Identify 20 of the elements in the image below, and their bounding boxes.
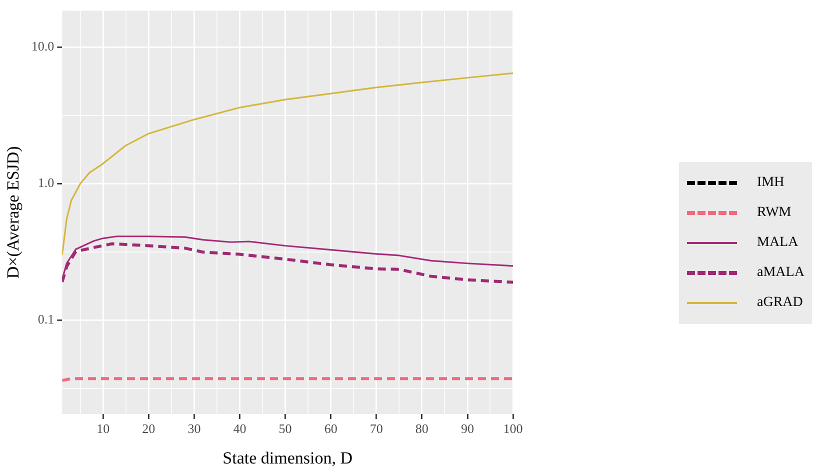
legend-label: aMALA bbox=[757, 265, 804, 281]
x-tick-label: 60 bbox=[324, 421, 338, 436]
x-tick-label: 30 bbox=[188, 421, 201, 436]
x-tick-label: 80 bbox=[415, 421, 428, 436]
y-axis-title: D×(Average ESJD) bbox=[4, 146, 23, 279]
legend-label: aGRAD bbox=[757, 295, 803, 311]
legend-label: RWM bbox=[757, 205, 792, 221]
legend-label: MALA bbox=[757, 235, 798, 251]
x-tick-label: 90 bbox=[460, 421, 474, 436]
y-tick-label: 10.0 bbox=[31, 38, 54, 54]
x-tick-label: 100 bbox=[503, 421, 523, 436]
legend-label: IMH bbox=[757, 175, 784, 191]
x-tick-label: 70 bbox=[370, 421, 383, 436]
x-axis-title: State dimension, D bbox=[222, 448, 353, 468]
x-tick-label: 50 bbox=[278, 421, 292, 436]
y-tick-label: 1.0 bbox=[38, 174, 54, 190]
x-tick-label: 10 bbox=[96, 421, 110, 436]
x-tick-label: 20 bbox=[142, 421, 156, 436]
y-tick-label: 0.1 bbox=[38, 311, 54, 326]
x-tick-label: 40 bbox=[233, 421, 246, 436]
